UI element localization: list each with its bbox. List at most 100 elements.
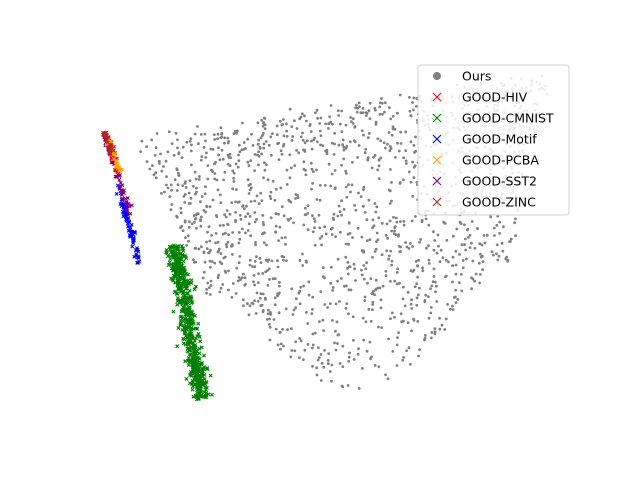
point-good-cmnist — [181, 341, 186, 346]
point-ours — [267, 143, 271, 147]
point-ours — [311, 214, 314, 218]
point-ours — [271, 179, 275, 183]
point-ours — [464, 237, 467, 241]
point-ours — [460, 243, 464, 247]
point-ours — [282, 255, 286, 259]
point-ours — [393, 315, 396, 319]
point-good-sst2 — [118, 180, 123, 185]
point-ours — [263, 296, 267, 300]
point-good-motif — [135, 247, 140, 252]
point-ours — [409, 180, 413, 184]
point-ours — [352, 358, 356, 361]
point-ours — [334, 186, 337, 190]
point-ours — [253, 169, 256, 173]
point-ours — [183, 201, 187, 204]
point-ours — [409, 140, 413, 144]
point-ours — [435, 300, 439, 303]
point-ours — [185, 244, 189, 247]
point-ours — [215, 214, 218, 217]
point-ours — [167, 130, 171, 134]
point-good-cmnist — [178, 321, 183, 326]
point-ours — [331, 319, 334, 322]
point-ours — [415, 296, 419, 300]
point-ours — [330, 233, 334, 236]
point-ours — [268, 267, 271, 271]
point-ours — [429, 287, 432, 291]
point-ours — [406, 290, 410, 294]
point-ours — [388, 145, 392, 148]
point-ours — [269, 216, 273, 220]
point-ours — [208, 205, 212, 209]
point-ours — [362, 188, 365, 192]
point-ours — [283, 236, 287, 239]
point-ours — [303, 213, 307, 217]
point-ours — [330, 379, 333, 383]
point-ours — [294, 306, 298, 310]
point-ours — [373, 154, 377, 157]
point-ours — [311, 295, 315, 299]
point-good-cmnist — [175, 291, 180, 296]
point-ours — [421, 266, 424, 270]
point-ours — [188, 140, 192, 143]
point-ours — [337, 204, 341, 208]
point-ours — [318, 226, 322, 230]
point-ours — [395, 343, 399, 347]
point-ours — [267, 258, 271, 262]
point-ours — [139, 150, 143, 154]
point-ours — [249, 200, 253, 203]
point-ours — [303, 114, 306, 118]
point-ours — [273, 277, 277, 281]
point-ours — [281, 328, 284, 331]
point-ours — [384, 269, 388, 273]
point-ours — [330, 226, 334, 230]
point-ours — [427, 295, 430, 299]
point-ours — [201, 276, 205, 280]
point-ours — [225, 209, 229, 212]
point-ours — [299, 115, 303, 119]
point-ours — [411, 245, 414, 248]
point-ours — [392, 215, 395, 219]
point-ours — [323, 303, 327, 306]
point-good-cmnist — [202, 353, 206, 358]
point-ours — [361, 107, 365, 110]
point-ours — [318, 184, 322, 187]
point-ours — [298, 337, 301, 340]
point-ours — [367, 308, 371, 311]
point-ours — [380, 97, 383, 100]
point-ours — [374, 247, 378, 251]
point-ours — [277, 311, 281, 314]
point-ours — [295, 127, 299, 130]
point-ours — [235, 130, 239, 134]
point-ours — [238, 237, 242, 241]
point-ours — [434, 290, 437, 294]
point-ours — [362, 277, 366, 281]
point-ours — [340, 109, 344, 113]
point-ours — [416, 275, 420, 279]
point-ours — [379, 306, 383, 310]
point-good-sst2 — [124, 201, 129, 206]
point-ours — [355, 103, 358, 107]
point-good-cmnist — [196, 331, 201, 336]
point-good-motif — [127, 233, 132, 238]
point-ours — [181, 229, 185, 233]
point-ours — [401, 319, 405, 323]
point-ours — [409, 362, 412, 366]
point-ours — [470, 241, 473, 245]
point-ours — [230, 295, 234, 299]
point-ours — [348, 232, 352, 235]
point-ours — [404, 149, 408, 153]
point-ours — [179, 211, 183, 215]
point-ours — [391, 350, 395, 353]
point-ours — [375, 240, 378, 244]
point-ours — [493, 234, 496, 237]
point-ours — [377, 158, 381, 162]
point-good-cmnist — [186, 332, 191, 337]
point-ours — [224, 231, 227, 235]
point-ours — [190, 143, 193, 147]
point-ours — [351, 315, 355, 319]
point-ours — [333, 142, 336, 146]
point-ours — [327, 126, 330, 130]
point-ours — [363, 299, 367, 302]
point-ours — [454, 263, 458, 267]
point-ours — [184, 236, 187, 240]
